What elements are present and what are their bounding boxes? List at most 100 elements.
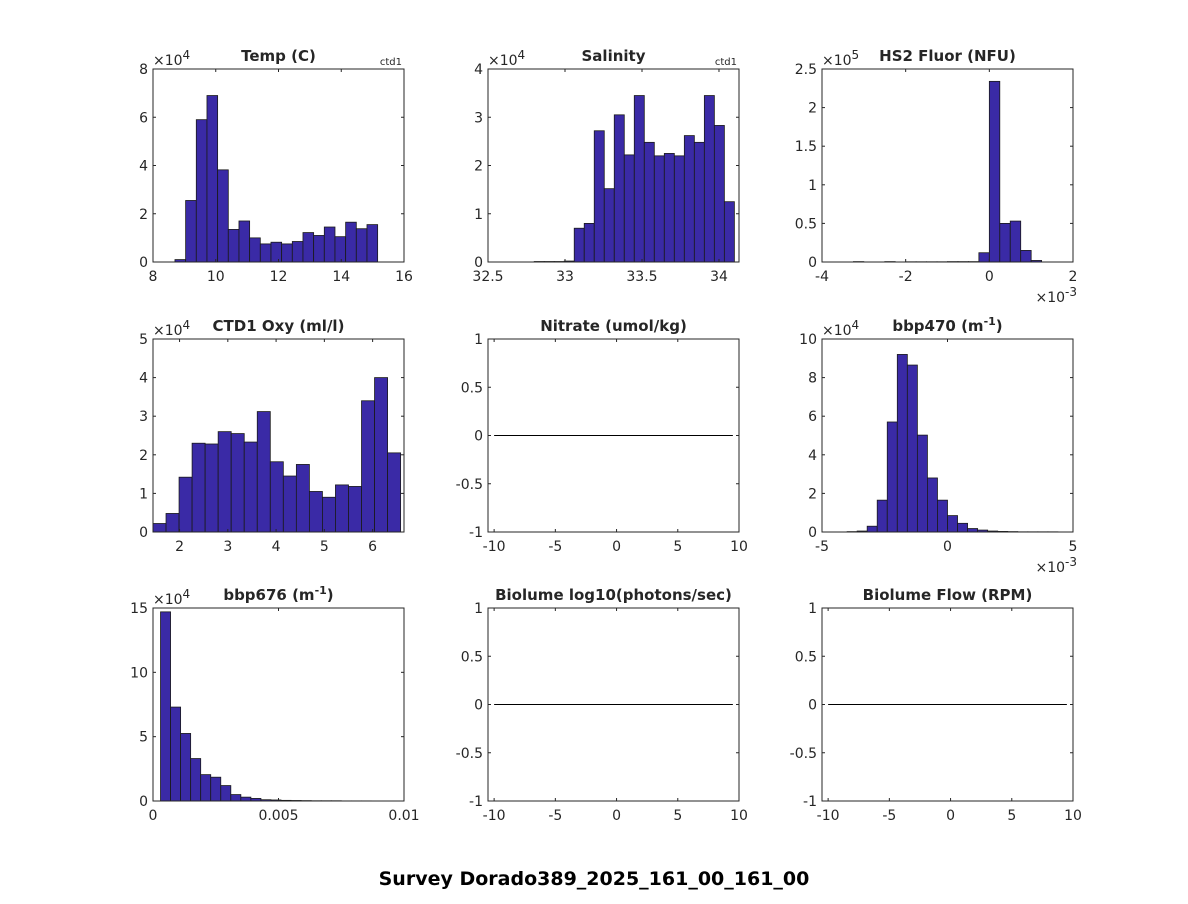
y-tick-label: 1.5 <box>795 139 817 155</box>
histogram-bar <box>303 233 314 262</box>
x-tick-label: 34 <box>710 269 728 285</box>
histogram-bar <box>335 485 348 532</box>
histogram-bar <box>574 228 584 262</box>
histogram-bar <box>644 142 654 262</box>
histogram-bar <box>205 444 218 532</box>
histogram-bar <box>314 235 325 262</box>
histogram-bar <box>283 476 296 532</box>
y-tick-label: 0 <box>808 255 817 271</box>
histogram-bar <box>654 156 664 262</box>
histogram-bar <box>604 189 614 262</box>
histogram-bar <box>241 797 251 801</box>
histogram-bar <box>207 96 218 262</box>
x-tick-label: 10 <box>207 269 225 285</box>
y-tick-label: 0 <box>139 255 148 271</box>
histogram-bar <box>948 516 958 532</box>
x-exponent-label: ×10-3 <box>1035 285 1077 306</box>
y-tick-label: 0.5 <box>795 649 817 665</box>
histogram-bar <box>1000 223 1010 262</box>
histogram-bar <box>271 242 282 262</box>
histogram-bar <box>917 435 927 532</box>
y-exponent-label: ×104 <box>488 48 525 69</box>
x-tick-label: 0 <box>946 808 955 824</box>
y-tick-label: 0 <box>474 255 483 271</box>
histogram-bar <box>979 253 989 262</box>
histogram-bar <box>927 478 937 532</box>
x-tick-label: 10 <box>730 808 748 824</box>
y-tick-label: 0 <box>474 429 483 445</box>
x-tick-label: 0 <box>149 808 158 824</box>
histogram-bar <box>282 244 293 262</box>
y-tick-label: 4 <box>139 159 148 175</box>
x-tick-label: -2 <box>899 269 913 285</box>
histogram-bar <box>231 434 244 532</box>
subplot-annotation: ctd1 <box>715 57 737 68</box>
x-tick-label: -10 <box>483 539 506 555</box>
histogram-bar <box>664 153 674 262</box>
y-tick-label: 2 <box>139 448 148 464</box>
y-tick-label: 10 <box>130 665 148 681</box>
histogram-bar <box>375 378 388 532</box>
y-tick-label: -0.5 <box>790 746 817 762</box>
y-exponent-label: ×104 <box>153 48 190 69</box>
histogram-bar <box>594 131 604 262</box>
y-tick-label: 1 <box>808 601 817 617</box>
y-tick-label: 1 <box>808 178 817 194</box>
histogram-bar <box>228 229 239 262</box>
histogram-bar <box>634 96 644 262</box>
subplot-title: Nitrate (umol/kg) <box>540 317 687 335</box>
x-tick-label: 12 <box>270 269 288 285</box>
x-tick-label: 5 <box>673 539 682 555</box>
histogram-bar <box>346 222 357 262</box>
histogram-bar <box>192 443 205 532</box>
y-tick-label: -1 <box>469 525 483 541</box>
histogram-bar <box>292 241 303 262</box>
histogram-bar <box>335 237 346 262</box>
histogram-bar <box>614 115 624 262</box>
y-tick-label: 0.5 <box>461 380 483 396</box>
y-tick-label: 1 <box>474 601 483 617</box>
y-tick-label: 0.5 <box>795 216 817 232</box>
y-tick-label: 0 <box>808 525 817 541</box>
histogram-bar <box>674 156 684 262</box>
histogram-bar <box>1010 221 1020 262</box>
histogram-bar <box>179 477 192 532</box>
histogram-bar <box>887 422 897 532</box>
x-tick-label: 8 <box>149 269 158 285</box>
y-tick-label: 2 <box>808 101 817 117</box>
y-exponent-label: ×104 <box>822 318 859 339</box>
x-tick-label: -5 <box>815 539 829 555</box>
y-tick-label: 4 <box>139 371 148 387</box>
subplot-title: HS2 Fluor (NFU) <box>879 47 1016 65</box>
histogram-bar <box>937 500 947 532</box>
x-tick-label: 3 <box>223 539 232 555</box>
histogram-bar <box>181 733 191 801</box>
histogram-bar <box>309 491 322 532</box>
histogram-bar <box>231 795 241 801</box>
histogram-bar <box>367 225 378 262</box>
y-tick-label: 8 <box>808 371 817 387</box>
x-tick-label: 33.5 <box>626 269 657 285</box>
subplot-title: Salinity <box>582 47 646 65</box>
histogram-bar <box>211 777 221 801</box>
histogram-bar <box>153 524 166 532</box>
histogram-bar <box>201 775 211 801</box>
y-tick-label: 6 <box>808 409 817 425</box>
y-tick-label: 2.5 <box>795 62 817 78</box>
y-tick-label: 5 <box>139 332 148 348</box>
y-tick-label: -1 <box>469 794 483 810</box>
x-tick-label: -5 <box>548 808 562 824</box>
histogram-bar <box>218 170 229 262</box>
y-tick-label: 0 <box>139 794 148 810</box>
subplot-title: Temp (C) <box>241 47 316 65</box>
y-tick-label: -0.5 <box>456 746 483 762</box>
x-tick-label: 0.005 <box>258 808 298 824</box>
x-tick-label: -10 <box>817 808 840 824</box>
x-tick-label: 16 <box>395 269 413 285</box>
histogram-bar <box>348 486 361 532</box>
histogram-bar <box>867 526 877 532</box>
x-tick-label: -10 <box>483 808 506 824</box>
